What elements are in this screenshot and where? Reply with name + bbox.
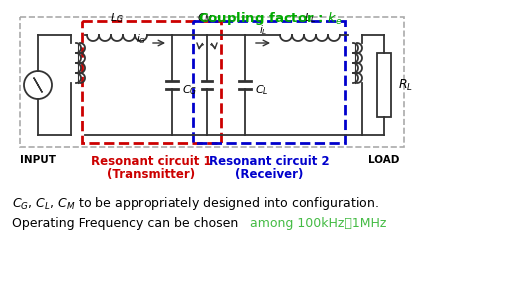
Text: $C_L$: $C_L$ bbox=[255, 83, 269, 97]
Text: Operating Frequency can be chosen: Operating Frequency can be chosen bbox=[12, 217, 242, 230]
Bar bbox=[193, 21, 345, 143]
Text: $L_G$: $L_G$ bbox=[110, 11, 124, 25]
Text: $C_M$: $C_M$ bbox=[197, 11, 213, 25]
Text: $C_G$: $C_G$ bbox=[182, 83, 197, 97]
Bar bbox=[20, 17, 404, 147]
Bar bbox=[377, 53, 391, 117]
Text: $i_G$: $i_G$ bbox=[136, 32, 146, 46]
Text: INPUT: INPUT bbox=[20, 155, 56, 165]
Text: $C_G$, $C_L$, $C_M$ to be appropriately designed into configuration.: $C_G$, $C_L$, $C_M$ to be appropriately … bbox=[12, 195, 379, 212]
Text: Coupling factor : $k_e$: Coupling factor : $k_e$ bbox=[198, 10, 342, 27]
Text: among 100kHz～1MHz: among 100kHz～1MHz bbox=[250, 217, 386, 230]
Text: (Transmitter): (Transmitter) bbox=[107, 168, 196, 181]
Text: Resonant circuit 1: Resonant circuit 1 bbox=[91, 155, 212, 168]
Text: $R_L$: $R_L$ bbox=[398, 78, 413, 93]
Text: (Receiver): (Receiver) bbox=[235, 168, 303, 181]
Text: $L_L$: $L_L$ bbox=[304, 11, 316, 25]
Text: $i_L$: $i_L$ bbox=[259, 23, 267, 37]
Text: LOAD: LOAD bbox=[368, 155, 400, 165]
Bar bbox=[82, 21, 221, 143]
Text: Resonant circuit 2: Resonant circuit 2 bbox=[208, 155, 329, 168]
